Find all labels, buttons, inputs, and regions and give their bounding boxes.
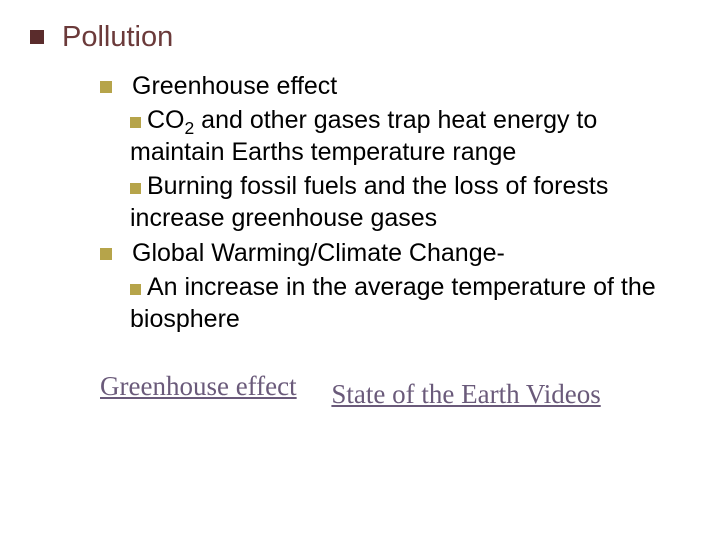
lvl2-label: Global Warming/Climate Change- (132, 238, 690, 269)
lvl3-text: CO2 and other gases trap heat energy to … (130, 104, 690, 168)
lvl2-row: Global Warming/Climate Change- (100, 238, 690, 269)
square-bullet-icon (100, 81, 112, 93)
lvl3-lead: An (147, 273, 178, 301)
lvl3-block: An increase in the average temperature o… (100, 271, 690, 335)
lvl3-text: Burning fossil fuels and the loss of for… (130, 170, 690, 234)
lvl3-rest: increase in the average temperature of t… (130, 273, 656, 333)
lvl1-row: Pollution (30, 20, 690, 55)
square-bullet-icon (130, 117, 141, 128)
subscript: 2 (185, 118, 195, 138)
links-row: Greenhouse effect State of the Earth Vid… (30, 371, 690, 402)
lvl3-row: CO2 and other gases trap heat energy to … (130, 104, 690, 168)
lvl3-lead: CO (147, 106, 185, 134)
square-bullet-icon (130, 284, 141, 295)
square-bullet-icon (30, 30, 44, 44)
slide: Pollution Greenhouse effect CO2 and othe… (0, 0, 720, 540)
state-of-earth-videos-link[interactable]: State of the Earth Videos (331, 379, 600, 409)
lvl3-row: An increase in the average temperature o… (130, 271, 690, 335)
lvl3-text: An increase in the average temperature o… (130, 271, 690, 335)
lvl2-row: Greenhouse effect (100, 71, 690, 102)
square-bullet-icon (130, 183, 141, 194)
lvl2-label: Greenhouse effect (132, 71, 690, 102)
lvl2-block-1: Global Warming/Climate Change- An increa… (30, 238, 690, 335)
lvl3-row: Burning fossil fuels and the loss of for… (130, 170, 690, 234)
lvl3-block: CO2 and other gases trap heat energy to … (100, 104, 690, 234)
square-bullet-icon (100, 248, 112, 260)
greenhouse-effect-link[interactable]: Greenhouse effect (100, 371, 297, 401)
lvl3-lead: Burning (147, 172, 233, 200)
lvl1-title: Pollution (62, 20, 173, 55)
lvl3-rest: and other gases trap heat energy to main… (130, 106, 597, 166)
lvl2-block-0: Greenhouse effect CO2 and other gases tr… (30, 71, 690, 234)
